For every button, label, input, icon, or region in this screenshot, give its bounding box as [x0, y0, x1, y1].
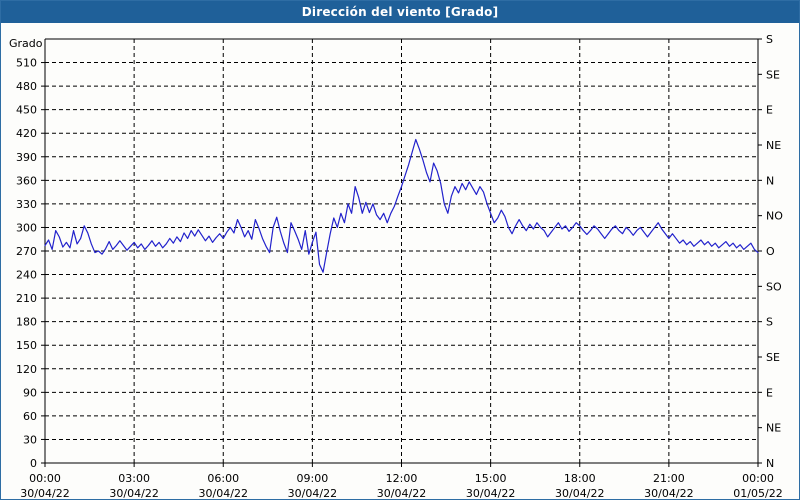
chart-canvas: 0 30 60 90 120 150 180 210 240 270 300 330 360 390 420… [1, 23, 799, 499]
y-axis-right-tick-label: SE [766, 68, 780, 81]
x-axis-time-label: 06:00 [207, 472, 239, 485]
y-axis-left-tick-label: 120 [16, 363, 37, 376]
y-axis-left-tick-label: 30 [23, 433, 37, 446]
x-axis-date-label: 30/04/22 [644, 487, 693, 499]
y-axis-right-tick-label: SO [766, 280, 782, 293]
y-axis-right-tick-label: NE [766, 139, 781, 152]
x-axis-date-label: 30/04/22 [20, 487, 69, 499]
window-title: Dirección del viento [Grado] [301, 5, 499, 19]
y-axis-right-tick-label: N [766, 457, 774, 470]
window-title-bar: Dirección del viento [Grado] [1, 1, 799, 23]
x-axis-time-label: 03:00 [118, 472, 150, 485]
y-axis-right-ticks: N NE E SE S SO O NO N NE E SE S [758, 33, 783, 470]
x-axis-date-label: 30/04/22 [466, 487, 515, 499]
series-layer [44, 138, 759, 273]
y-axis-left-tick-label: 510 [16, 57, 37, 70]
y-axis-left-tick-label: 210 [16, 292, 37, 305]
y-axis-left-tick-label: 0 [30, 457, 37, 470]
y-axis-left-tick-label: 180 [16, 316, 37, 329]
y-axis-right-tick-label: E [766, 104, 773, 117]
y-axis-left-tick-label: 330 [16, 198, 37, 211]
y-axis-left-tick-label: 450 [16, 104, 37, 117]
y-axis-right-tick-label: NE [766, 422, 781, 435]
x-axis-ticks: 00:00 30/04/22 03:00 30/04/22 06:00 30/04/22 0… [20, 463, 783, 499]
x-axis-date-label: 30/04/22 [288, 487, 337, 499]
x-axis-time-label: 21:00 [653, 472, 685, 485]
y-axis-left-tick-label: 270 [16, 245, 37, 258]
y-axis-left-tick-label: 300 [16, 221, 37, 234]
plot-frame [44, 38, 759, 464]
y-axis-left-tick-label: 150 [16, 339, 37, 352]
y-axis-left-tick-label: 390 [16, 151, 37, 164]
x-axis-time-label: 00:00 [742, 472, 774, 485]
y-axis-left-tick-label: 480 [16, 80, 37, 93]
x-axis-date-label: 30/04/22 [555, 487, 604, 499]
y-axis-left-ticks: 0 30 60 90 120 150 180 210 240 270 300 330 360 390 420… [16, 57, 45, 470]
y-axis-right-tick-label: N [766, 174, 774, 187]
y-axis-left-tick-label: 360 [16, 174, 37, 187]
series-line [44, 138, 759, 273]
y-axis-right-tick-label: O [766, 245, 775, 258]
x-axis-time-label: 15:00 [475, 472, 507, 485]
x-axis-date-label: 30/04/22 [109, 487, 158, 499]
grid-layer [45, 39, 758, 463]
y-axis-left-tick-label: 240 [16, 269, 37, 282]
x-axis-date-label: 30/04/22 [199, 487, 248, 499]
x-axis-time-label: 18:00 [564, 472, 596, 485]
y-axis-right-tick-label: E [766, 386, 773, 399]
x-axis-time-label: 09:00 [297, 472, 329, 485]
x-axis-time-label: 00:00 [29, 472, 61, 485]
y-axis-right-tick-label: NO [766, 210, 783, 223]
wind-direction-line-chart: 0 30 60 90 120 150 180 210 240 270 300 330 360 390 420… [9, 33, 783, 499]
y-axis-left-tick-label: 60 [23, 410, 37, 423]
y-axis-right-tick-label: S [766, 316, 773, 329]
y-axis-left-tick-label: 420 [16, 127, 37, 140]
y-axis-right-tick-label: SE [766, 351, 780, 364]
x-axis-date-label: 30/04/22 [377, 487, 426, 499]
x-axis-date-label: 01/05/22 [733, 487, 782, 499]
x-axis-time-label: 12:00 [386, 472, 418, 485]
y-axis-left-tick-label: 90 [23, 386, 37, 399]
y-axis-right-tick-label: S [766, 33, 773, 46]
y-axis-unit-label: Grado [9, 37, 43, 50]
